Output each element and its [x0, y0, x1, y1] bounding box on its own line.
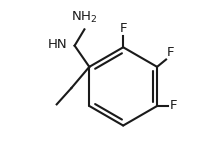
Text: F: F [167, 46, 174, 59]
Text: F: F [120, 22, 127, 35]
Text: NH$_2$: NH$_2$ [71, 10, 98, 25]
Text: F: F [169, 99, 177, 112]
Text: HN: HN [48, 38, 67, 51]
